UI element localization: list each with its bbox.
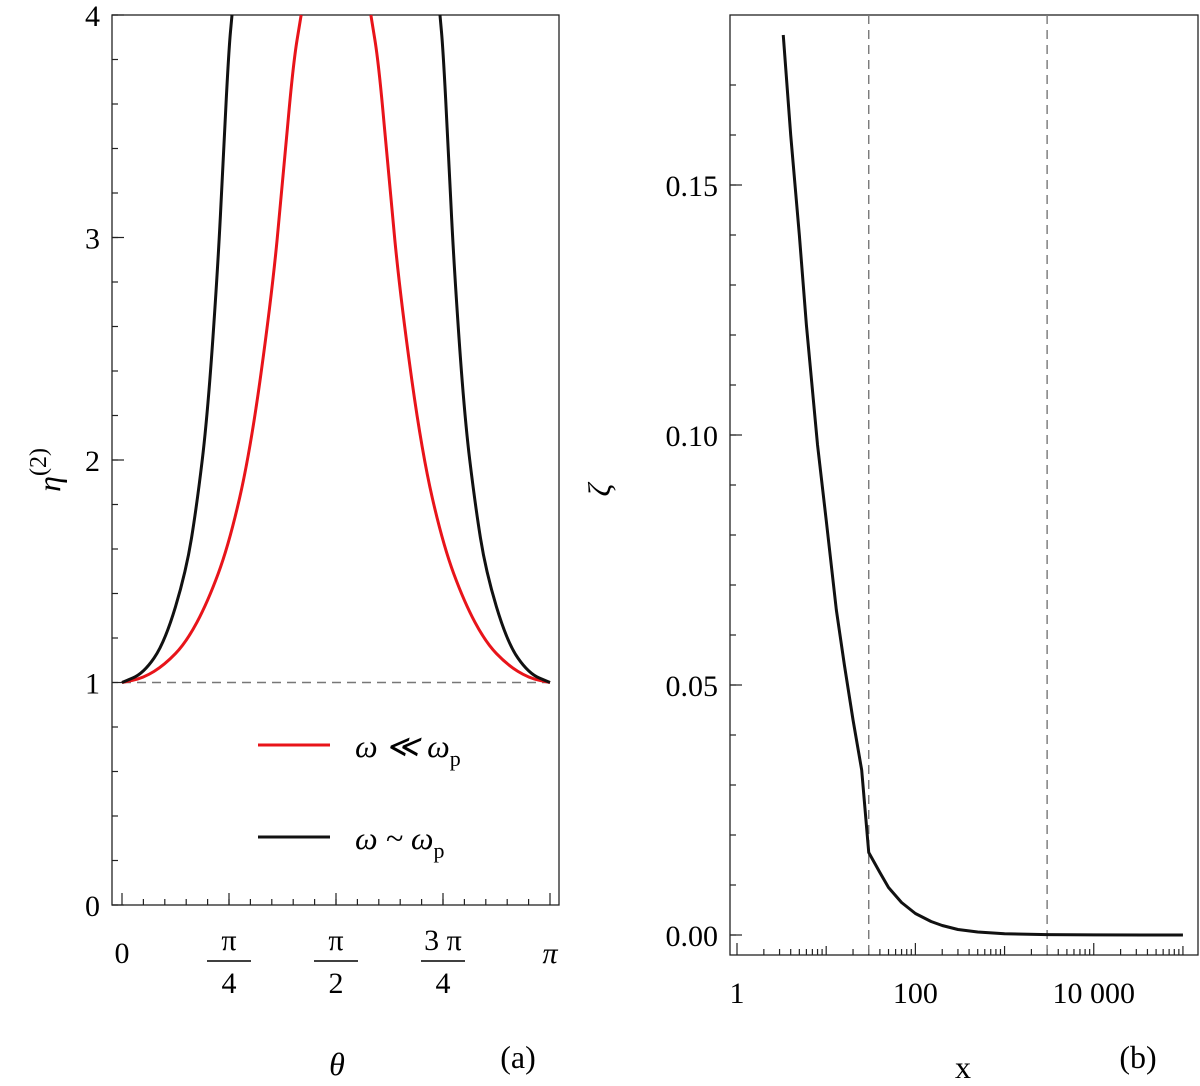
panel-b-label: (b) — [1119, 1039, 1156, 1075]
panel-b-y-ticks: 0.00 0.05 0.10 0.15 — [666, 84, 742, 953]
panel-a-frame — [111, 14, 560, 906]
y-tick-label: 0.00 — [666, 920, 719, 953]
panel-b-reference-lines — [868, 15, 1048, 955]
y-tick-label: 0.10 — [666, 420, 719, 453]
x-tick-label: π — [542, 937, 558, 970]
x-tick-label: 100 — [893, 977, 938, 1010]
panel-b-x-ticks: 1 100 10 000 — [730, 943, 1184, 1010]
y-tick-label: 1 — [85, 668, 100, 701]
x-tick-label: 0 — [115, 937, 130, 970]
curve-red-branch-2 — [369, 14, 551, 684]
x-tick-label-numerator: π — [221, 924, 236, 957]
curve-black-branch-1 — [121, 14, 234, 684]
panel-b-curves — [781, 34, 1183, 937]
curve-black-branch-2 — [438, 14, 551, 684]
panel-a-x-axis-label: θ — [329, 1046, 345, 1082]
zeta-curve — [781, 34, 1183, 937]
y-tick-label: 0.05 — [666, 670, 719, 703]
panel-b-x-axis-label: x — [955, 1049, 971, 1085]
x-tick-label-numerator: π — [328, 924, 343, 957]
panel-b-frame — [729, 14, 1199, 956]
panel-b-y-axis-label: ζ — [581, 481, 617, 496]
y-tick-label: 0 — [85, 890, 100, 923]
x-tick-label-numerator: 3 π — [424, 924, 462, 957]
y-tick-label: 3 — [85, 223, 100, 256]
panel-a-legend: ω ≪ ωp ω ~ ωp — [258, 728, 461, 863]
y-tick-label: 2 — [85, 445, 100, 478]
y-tick-label: 0.15 — [666, 170, 719, 203]
x-tick-label-denominator: 4 — [222, 967, 237, 1000]
x-tick-label: 10 000 — [1053, 977, 1136, 1010]
y-tick-label: 4 — [85, 0, 100, 33]
legend-label-black: ω ~ ωp — [355, 820, 445, 863]
panel-a-y-ticks: 0 1 2 3 4 — [85, 0, 124, 923]
panel-a-y-axis-label: η(2) — [26, 448, 67, 492]
panel-a-x-ticks: 0 π 4 π 2 3 π 4 π — [115, 893, 558, 1000]
legend-label-red: ω ≪ ωp — [355, 728, 461, 771]
panel-a-label: (a) — [500, 1039, 536, 1075]
panel-b: 0.00 0.05 0.10 0.15 1 100 10 000 ζ x (b) — [581, 14, 1199, 1085]
panel-a-curves — [121, 14, 551, 684]
x-tick-label: 1 — [730, 977, 745, 1010]
curve-red-branch-1 — [121, 14, 303, 684]
x-tick-label-denominator: 2 — [329, 967, 344, 1000]
panel-a: 0 1 2 3 4 0 π 4 π 2 3 π 4 π ω ≪ ωp ω ~ ωp η(2) θ (a… — [26, 0, 560, 1082]
x-tick-label-denominator: 4 — [436, 967, 451, 1000]
